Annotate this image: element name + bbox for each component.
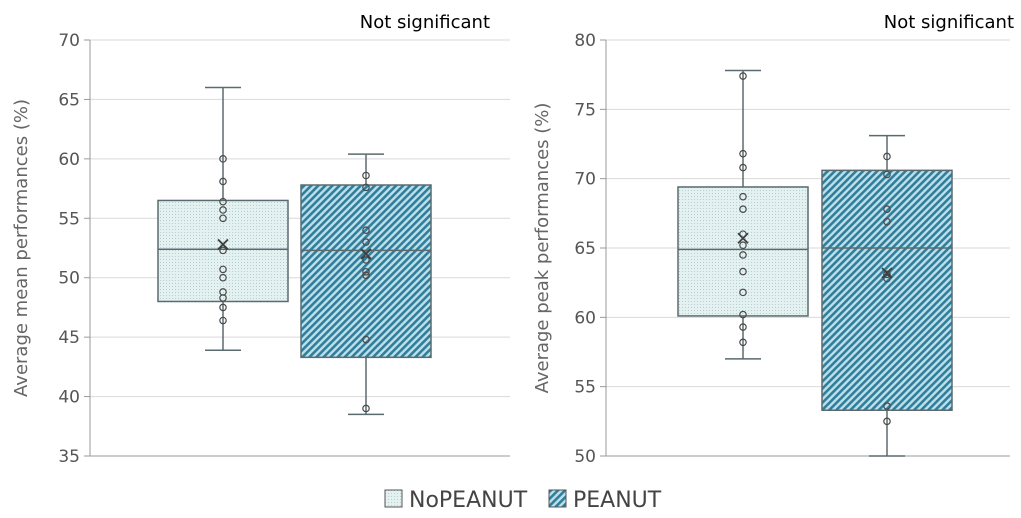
legend: NoPEANUT PEANUT <box>384 488 662 513</box>
y-tick-label: 50 <box>574 447 596 467</box>
data-point <box>883 417 891 426</box>
data-point <box>739 251 747 259</box>
y-tick-label: 70 <box>58 31 80 51</box>
data-point <box>739 72 747 80</box>
data-point <box>219 246 227 255</box>
data-point <box>739 323 747 331</box>
data-point <box>362 183 370 192</box>
data-point <box>219 303 227 312</box>
y-tick-label: 50 <box>58 269 80 289</box>
box-peanut <box>821 134 953 457</box>
data-point <box>739 338 747 347</box>
data-point <box>739 163 747 172</box>
iqr-box <box>157 199 289 303</box>
y-tick-label: 75 <box>574 100 596 120</box>
data-point <box>219 197 227 206</box>
data-point <box>739 288 747 297</box>
y-axis: 50 55 60 65 70 75 80 <box>574 31 607 467</box>
mean-marker <box>217 238 229 251</box>
data-point <box>739 149 747 158</box>
legend-label-nopeanut: NoPEANUT <box>409 488 528 513</box>
data-point <box>219 177 227 186</box>
data-point <box>362 226 370 234</box>
data-point <box>739 205 747 213</box>
y-tick-label: 60 <box>574 308 596 328</box>
y-tick-label: 70 <box>574 170 596 190</box>
data-point <box>219 265 227 274</box>
mean-marker <box>881 267 893 279</box>
mean-marker-stroke <box>360 248 372 260</box>
data-point <box>219 273 227 282</box>
y-tick-label: 65 <box>574 239 596 259</box>
data-point <box>739 241 747 250</box>
data-point <box>883 205 891 213</box>
data-point <box>883 274 891 283</box>
y-tick-label: 55 <box>574 378 596 398</box>
y-tick-label: 55 <box>58 209 80 229</box>
data-point <box>219 206 227 214</box>
data-point <box>219 214 227 223</box>
iqr-box <box>821 169 953 411</box>
mean-marker <box>360 248 372 260</box>
y-axis-label: Average mean performances (%) <box>11 99 32 397</box>
mean-marker <box>737 232 749 244</box>
data-point <box>219 294 227 302</box>
data-point <box>362 267 370 276</box>
y-tick-label: 80 <box>574 31 596 51</box>
y-tick-label: 60 <box>58 150 80 170</box>
data-point <box>739 192 747 201</box>
significance-annotation: Not significant <box>884 12 1014 33</box>
data-point <box>362 256 370 264</box>
data-point <box>883 217 891 226</box>
significance-annotation: Not significant <box>360 12 490 33</box>
mean-marker-stroke <box>737 232 749 244</box>
data-point <box>362 335 370 344</box>
box-nopeanut <box>677 69 809 360</box>
y-tick-label: 45 <box>58 328 80 348</box>
y-tick-label: 35 <box>58 447 80 467</box>
data-point <box>362 238 370 246</box>
mean-marker-stroke <box>217 238 229 251</box>
iqr-box <box>300 184 432 359</box>
data-point <box>362 171 370 180</box>
data-point <box>739 267 747 276</box>
data-point <box>362 271 370 280</box>
y-gridlines <box>90 39 510 457</box>
data-point <box>883 402 891 410</box>
data-point <box>739 310 747 319</box>
legend-swatch-nopeanut <box>384 489 403 508</box>
y-tick-label: 40 <box>58 388 80 408</box>
box-peanut <box>300 153 432 416</box>
boxes <box>677 69 953 457</box>
data-point <box>883 152 891 161</box>
box-nopeanut <box>157 86 289 351</box>
y-tick-label: 65 <box>58 90 80 110</box>
data-point <box>883 270 891 279</box>
data-point <box>219 155 227 163</box>
legend-swatch-peanut <box>548 489 567 508</box>
mean-performance-panel: 35 40 45 50 55 60 65 70 Average mean performanc… <box>11 12 510 467</box>
data-point <box>362 404 370 413</box>
peak-performance-panel: 50 55 60 65 70 75 80 Average peak performances… <box>532 12 1014 467</box>
y-axis: 35 40 45 50 55 60 65 70 <box>58 31 91 467</box>
data-point <box>219 316 227 325</box>
y-axis-label: Average peak performances (%) <box>532 103 553 394</box>
legend-label-peanut: PEANUT <box>573 488 662 513</box>
data-point <box>883 170 891 179</box>
boxes <box>157 86 432 416</box>
mean-marker-stroke <box>881 267 893 279</box>
